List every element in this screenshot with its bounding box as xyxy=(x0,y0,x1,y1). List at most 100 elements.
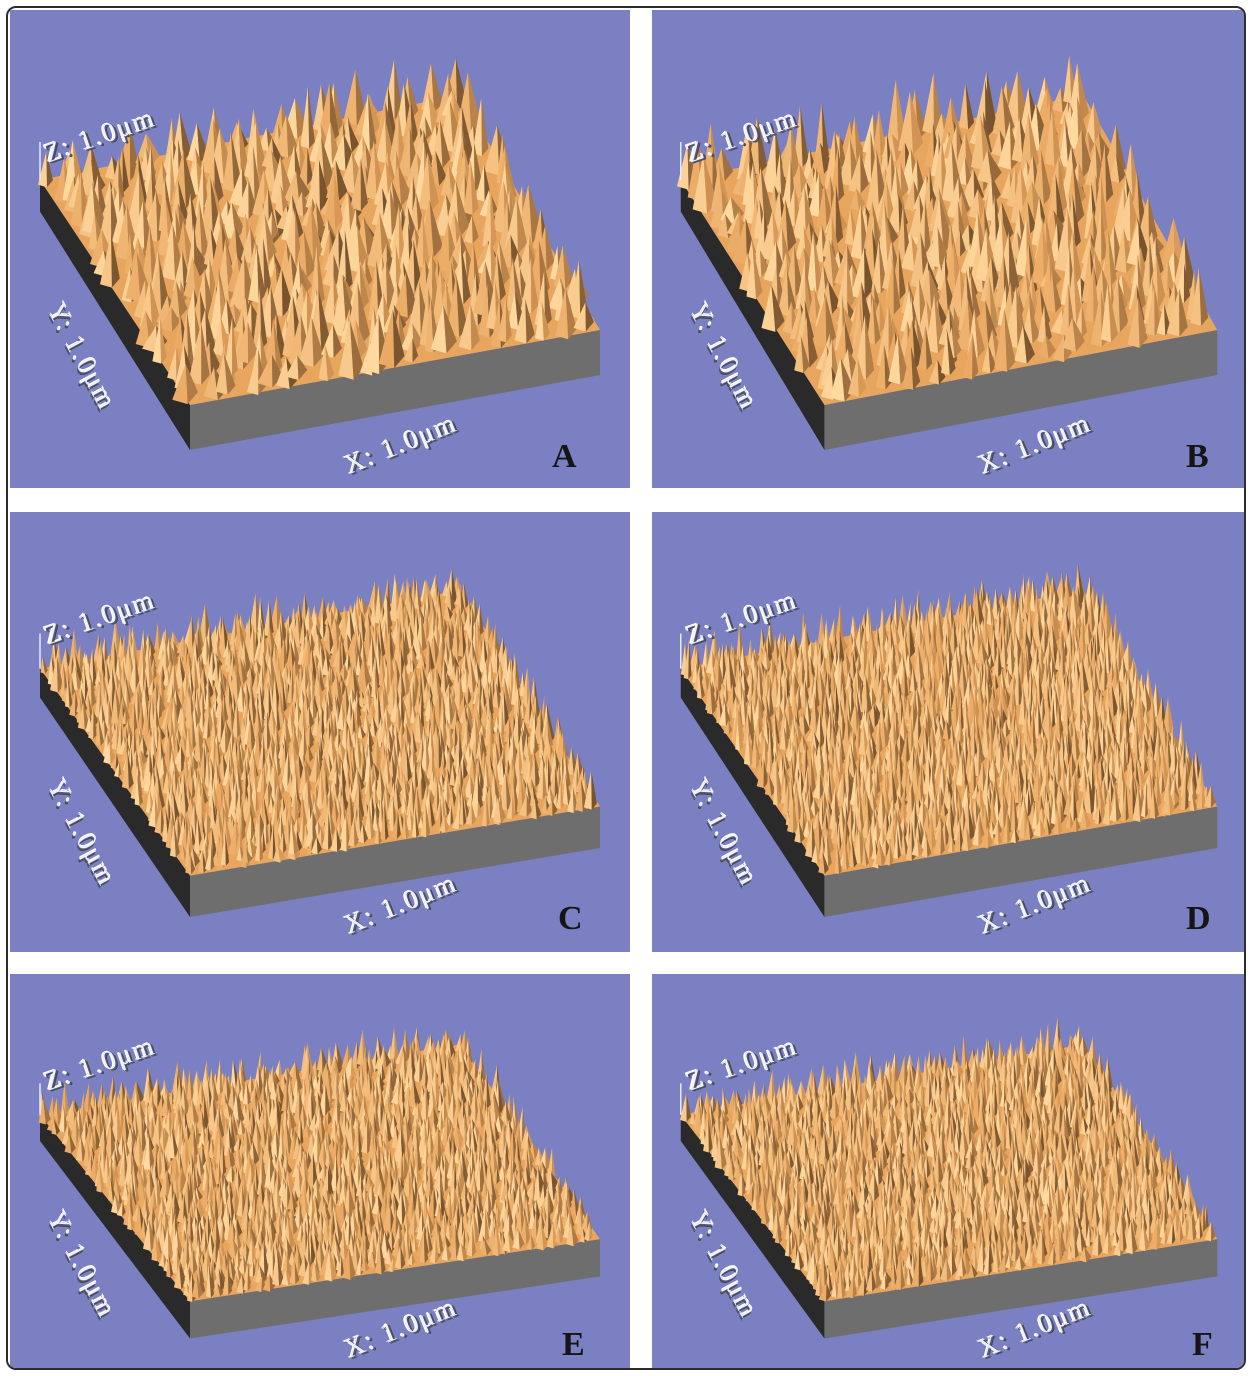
spike-face-shadow xyxy=(93,705,97,740)
spike-face-lit xyxy=(904,180,915,212)
spike-face-lit xyxy=(285,355,299,381)
spike-face-shadow xyxy=(247,321,258,364)
spike-face-shadow xyxy=(478,754,485,791)
spike-face-shadow xyxy=(311,317,324,368)
spike-face-lit xyxy=(386,677,394,716)
spike-face-lit xyxy=(388,781,396,805)
spike-face-shadow xyxy=(426,605,430,640)
spike-face-shadow xyxy=(344,229,353,292)
spike-face-lit xyxy=(328,755,336,782)
spike-face-shadow xyxy=(318,159,330,212)
spike-face-lit xyxy=(310,243,320,306)
spike-face-lit xyxy=(820,366,834,401)
spike-face-lit xyxy=(541,797,547,815)
spike-face-shadow xyxy=(429,199,443,258)
spike-face-lit xyxy=(344,607,352,646)
spike-face-shadow xyxy=(216,640,222,662)
spike-face-lit xyxy=(758,626,765,658)
spike-face-shadow xyxy=(860,152,869,194)
base-front-wall xyxy=(190,330,600,450)
spike-face-lit xyxy=(544,800,553,817)
spike-face-lit xyxy=(361,671,368,694)
spike-face-lit xyxy=(154,806,162,834)
spike-face-shadow xyxy=(194,654,199,693)
panel-letter: C xyxy=(558,900,583,937)
spike-face-lit xyxy=(910,232,924,290)
spike-face-lit xyxy=(806,229,817,292)
spike-face-lit xyxy=(836,255,848,310)
spike-face-lit xyxy=(178,735,185,752)
spike-face-shadow xyxy=(199,776,207,817)
spike-face-lit xyxy=(465,801,472,826)
spike-face-shadow xyxy=(347,651,351,671)
spike-face-lit xyxy=(283,170,300,205)
spike-face-shadow xyxy=(208,681,212,711)
spike-face-shadow xyxy=(1154,284,1161,336)
spike-face-lit xyxy=(197,745,205,783)
spike-face-lit xyxy=(235,682,244,713)
spike-face-shadow xyxy=(395,781,402,811)
spike-face-shadow xyxy=(961,191,970,234)
spike-face-lit xyxy=(162,807,169,843)
spike-face-shadow xyxy=(449,588,456,612)
spike-face-lit xyxy=(409,711,418,736)
spike-face-lit xyxy=(255,821,260,862)
spike-face-lit xyxy=(256,213,269,262)
spike-face-shadow xyxy=(208,702,214,734)
spike-face-shadow xyxy=(241,800,246,841)
spike-face-lit xyxy=(314,678,321,709)
spike-face-lit xyxy=(225,646,231,673)
spike-face-lit xyxy=(332,622,339,660)
spike-face-lit xyxy=(136,700,142,739)
spike-face-lit xyxy=(493,797,502,823)
spike-face-lit xyxy=(69,628,75,667)
spike-face-shadow xyxy=(233,303,246,330)
spike-face-lit xyxy=(110,686,119,725)
spike-face-lit xyxy=(185,724,191,758)
spike-face-shadow xyxy=(1027,201,1037,234)
spike-face-shadow xyxy=(312,694,318,721)
spike-face-lit xyxy=(412,785,419,825)
spike-face-lit xyxy=(479,703,488,727)
spike-face-lit xyxy=(363,619,370,656)
spike-face-shadow xyxy=(308,706,315,729)
spike-face-lit xyxy=(390,203,400,260)
spike-face-shadow xyxy=(412,337,419,363)
spike-face-shadow xyxy=(185,363,198,405)
spike-face-lit xyxy=(992,85,1006,137)
spike-face-lit xyxy=(245,613,251,655)
spike-face-shadow xyxy=(1115,154,1126,183)
spike-face-shadow xyxy=(1117,277,1129,333)
spike-face-lit xyxy=(497,295,507,343)
spike-face-lit xyxy=(95,715,101,746)
spike-face-lit xyxy=(326,729,334,768)
spike-face-shadow xyxy=(273,316,283,374)
spike-face-lit xyxy=(428,703,434,743)
spike-face-lit xyxy=(725,210,741,256)
spike-face-shadow xyxy=(368,801,375,840)
spike-face-shadow xyxy=(296,170,310,205)
spike-face-lit xyxy=(1157,287,1171,315)
spike-face-shadow xyxy=(813,229,823,292)
spike-face-shadow xyxy=(688,639,692,680)
spike-face-lit xyxy=(309,751,317,783)
spike-face-lit xyxy=(161,223,176,281)
spike-face-lit xyxy=(915,198,926,254)
spike-face-lit xyxy=(194,162,204,220)
spike-face-lit xyxy=(268,793,274,815)
spike-face-lit xyxy=(443,606,451,622)
spike-face-lit xyxy=(363,313,380,375)
spike-face-shadow xyxy=(490,654,496,692)
spike-face-lit xyxy=(459,789,464,826)
spike-face-lit xyxy=(300,591,306,623)
spike-face-lit xyxy=(420,732,427,772)
spike-face-lit xyxy=(176,666,184,690)
spike-face-shadow xyxy=(271,211,278,242)
base-front-wall xyxy=(824,806,1218,918)
spike-face-lit xyxy=(277,690,282,718)
spike-face-lit xyxy=(305,809,313,848)
spike-face-lit xyxy=(1084,101,1095,143)
spike-face-shadow xyxy=(237,764,244,803)
spike-face-shadow xyxy=(269,599,274,637)
spike-face-lit xyxy=(373,688,379,729)
